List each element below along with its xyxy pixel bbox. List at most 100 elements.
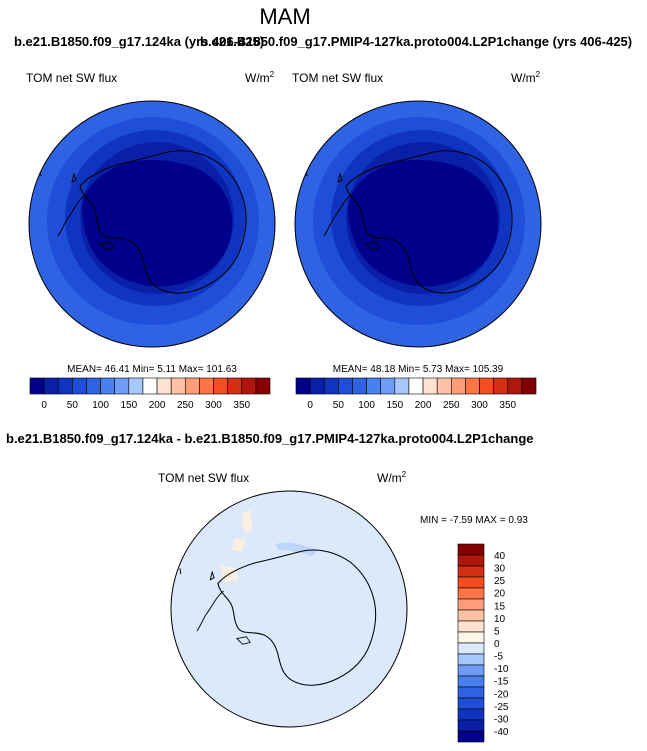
diff-stats: MIN = -7.59 MAX = 0.93	[420, 515, 528, 526]
diff-colorbar-tick: -20	[494, 689, 509, 700]
left-variable-label: TOM net SW flux	[26, 71, 117, 85]
left-colorbar-tick: 0	[41, 400, 47, 411]
diff-colorbar-box	[457, 664, 485, 677]
left-map	[29, 101, 275, 347]
diff-colorbar-tick: -30	[494, 714, 509, 725]
diff-colorbar-box	[457, 708, 485, 721]
left-colorbar-tick: 350	[233, 400, 250, 411]
right-colorbar-box	[479, 377, 494, 395]
diff-colorbar-tick: 10	[494, 614, 506, 625]
left-units-label: W/m2	[245, 70, 275, 85]
diff-colorbar-tick: -40	[494, 727, 509, 738]
diff-colorbar-box	[457, 642, 485, 655]
diff-negative-patch-1	[276, 542, 318, 556]
right-colorbar-tick: 150	[386, 400, 403, 411]
diff-colorbar-tick: 5	[494, 626, 500, 637]
diff-colorbar-box	[457, 653, 485, 666]
left-panel-title: b.e21.B1850.f09_g17.124ka (yrs 406-425)	[14, 34, 264, 49]
right-colorbar-box	[493, 377, 509, 395]
left-colorbar-box	[170, 377, 186, 395]
right-colorbar-box	[366, 377, 382, 395]
left-colorbar-box	[29, 377, 45, 395]
left-colorbar-box	[184, 377, 200, 395]
diff-colorbar-tick: 40	[494, 551, 506, 562]
right-colorbar-tick: 250	[443, 400, 460, 411]
diff-colorbar-box	[457, 686, 485, 699]
left-colorbar-box	[114, 377, 130, 395]
left-colorbar-box	[241, 377, 257, 395]
left-colorbar-box	[213, 377, 228, 395]
diff-colorbar-tick: 25	[494, 576, 506, 587]
left-colorbar-box	[255, 377, 271, 395]
left-colorbar-tick: 150	[120, 400, 137, 411]
right-colorbar-tick: 0	[307, 400, 313, 411]
right-colorbar-box	[507, 377, 523, 395]
right-colorbar-tick: 50	[333, 400, 345, 411]
left-colorbar-box	[100, 377, 116, 395]
left-colorbar-box	[128, 377, 144, 395]
diff-positive-patch-2	[232, 538, 246, 552]
diff-colorbar-box	[457, 543, 485, 556]
right-colorbar-box	[323, 377, 339, 395]
left-colorbar-tick: 250	[177, 400, 194, 411]
diff-colorbar-tick: 15	[494, 601, 506, 612]
diff-colorbar-tick: -10	[494, 664, 509, 675]
right-map	[295, 101, 541, 347]
right-units-label: W/m2	[511, 70, 541, 85]
right-colorbar-box	[338, 377, 353, 395]
right-colorbar-tick: 350	[499, 400, 516, 411]
left-panel: TOM net SW flux W/m2 MEAN= 46.41 Min= 5.…	[26, 70, 276, 411]
diff-variable-label: TOM net SW flux	[158, 471, 249, 485]
diff-colorbar-tick: -15	[494, 677, 509, 688]
left-colorbar-tick: 300	[205, 400, 222, 411]
right-colorbar-tick: 300	[471, 400, 488, 411]
left-colorbar-box	[72, 377, 87, 395]
right-panel: TOM net SW flux W/m2 MEAN= 48.18 Min= 5.…	[292, 70, 542, 411]
diff-colorbar-tick: 30	[494, 564, 506, 575]
right-colorbar-box	[422, 377, 438, 395]
right-stats: MEAN= 48.18 Min= 5.73 Max= 105.39	[333, 364, 504, 375]
diff-colorbar-box	[457, 609, 485, 622]
left-colorbar-box	[199, 377, 214, 395]
right-colorbar-box	[521, 377, 537, 395]
diff-colorbar-box	[457, 576, 485, 589]
diff-colorbar-box	[457, 631, 485, 644]
right-colorbar: 0 50 100 150 200 250 300 350	[295, 377, 537, 411]
left-stats: MEAN= 46.41 Min= 5.11 Max= 101.63	[67, 364, 237, 375]
diff-colorbar-tick: -5	[494, 652, 503, 663]
left-colorbar-box	[227, 377, 243, 395]
right-colorbar-tick: 100	[358, 400, 375, 411]
diff-colorbar-box	[457, 554, 485, 567]
season-title: MAM	[259, 4, 310, 29]
right-colorbar-tick: 200	[415, 400, 432, 411]
diff-colorbar-box	[457, 598, 485, 611]
left-colorbar-tick: 200	[149, 400, 166, 411]
diff-colorbar-box	[457, 730, 485, 743]
diff-positive-patch-1	[241, 510, 252, 534]
right-colorbar-box	[408, 377, 424, 395]
diff-colorbar-box	[457, 719, 485, 732]
diff-title: b.e21.B1850.f09_g17.124ka - b.e21.B1850.…	[6, 431, 534, 446]
right-colorbar-box	[352, 377, 367, 395]
diff-colorbar-box	[457, 565, 485, 578]
right-colorbar-box	[309, 377, 325, 395]
left-colorbar: 0 50 100 150 200 250 300 350	[29, 377, 271, 411]
diff-units-label: W/m2	[377, 470, 407, 485]
right-colorbar-box	[465, 377, 480, 395]
diff-colorbar-box	[457, 587, 485, 600]
right-colorbar-box	[295, 377, 311, 395]
left-colorbar-tick: 100	[92, 400, 109, 411]
right-low-zone	[348, 160, 499, 287]
left-colorbar-box	[43, 377, 59, 395]
left-colorbar-box	[156, 377, 172, 395]
diff-colorbar-tick: 0	[494, 639, 500, 650]
diff-colorbar-tick: -25	[494, 702, 509, 713]
left-low-zone	[82, 160, 233, 287]
diff-map	[171, 491, 407, 727]
right-colorbar-box	[450, 377, 466, 395]
right-panel-title: b.e21.B1850.f09_g17.PMIP4-127ka.proto004…	[200, 34, 632, 49]
diff-panel: b.e21.B1850.f09_g17.124ka - b.e21.B1850.…	[6, 431, 534, 743]
right-colorbar-box	[436, 377, 452, 395]
